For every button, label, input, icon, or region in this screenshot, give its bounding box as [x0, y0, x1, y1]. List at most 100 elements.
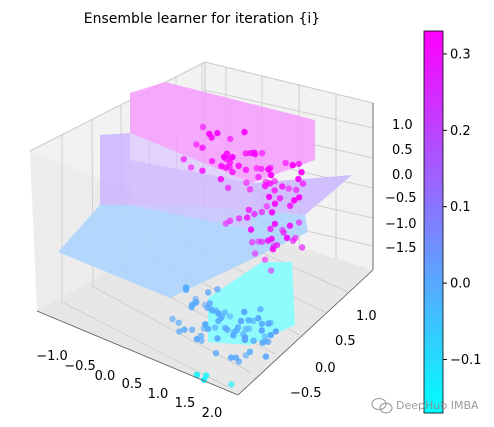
y-tick-label: 0.0 — [315, 361, 336, 376]
axes-3d: −1.0 −0.5 0.0 0.5 1.0 1.5 2.0 −0.5 0.0 0… — [29, 61, 417, 421]
scatter-point-middle — [283, 234, 291, 242]
scatter-point-upper — [267, 171, 275, 179]
x-tick-label: −1.0 — [36, 349, 68, 364]
scatter-point-upper — [247, 149, 254, 157]
scatter-point-lower — [192, 295, 199, 303]
scatter-point-middle — [268, 209, 276, 216]
scatter-point-upper — [258, 150, 266, 157]
scatter-point-middle — [267, 267, 275, 274]
scatter-point-upper — [235, 162, 242, 169]
scatter-point-lower — [230, 328, 238, 336]
scatter-point-upper — [226, 164, 233, 171]
scatter-point-upper — [266, 180, 274, 187]
colorbar-tick-label: 0.0 — [450, 277, 471, 292]
colorbar-gradient — [423, 30, 444, 414]
x-tick-label: 0.0 — [95, 369, 116, 384]
scatter-point-upper — [220, 153, 228, 161]
scatter-point-middle — [226, 217, 234, 224]
scatter-point-upper — [289, 162, 296, 169]
z-tick-label: 0.0 — [392, 168, 413, 183]
scatter-point-lower — [214, 286, 221, 293]
scatter-point-lower — [241, 308, 248, 316]
scatter-point-middle — [244, 214, 251, 221]
scatter-point-upper — [265, 193, 273, 201]
scatter-point-bottom — [193, 371, 201, 379]
scatter-point-upper — [229, 153, 236, 161]
y-axis-tick-labels: −0.5 0.0 0.5 1.0 — [290, 309, 377, 401]
scatter-point-upper — [208, 157, 216, 165]
scatter-point-lower — [206, 300, 213, 307]
scatter-point-upper — [241, 128, 248, 136]
scatter-point-lower — [232, 354, 240, 361]
scatter-point-middle — [298, 244, 306, 251]
scatter-point-lower — [250, 337, 257, 344]
scatter-point-lower — [214, 335, 221, 342]
x-tick-label: 2.0 — [202, 406, 223, 421]
scatter-point-upper — [279, 183, 286, 190]
scatter-point-upper — [214, 129, 221, 137]
scatter-point-upper — [224, 184, 232, 191]
scatter-point-middle — [279, 226, 286, 234]
scatter-point-upper — [263, 203, 270, 210]
scatter-point-lower — [261, 333, 269, 340]
scatter-point-upper — [187, 164, 195, 171]
scatter-point-lower — [212, 324, 219, 331]
scatter-point-lower — [258, 327, 265, 334]
surface-riser — [130, 133, 252, 230]
surface-level-top — [130, 82, 315, 183]
scatter-point-lower — [227, 354, 235, 361]
scatter-point-upper — [291, 197, 298, 204]
scatter-point-upper — [229, 168, 236, 176]
scatter-point-middle — [261, 256, 269, 263]
scatter-point-upper — [242, 166, 250, 173]
x-tick-label: 1.5 — [175, 396, 196, 411]
scatter-point-lower — [175, 319, 182, 326]
x-tick-label: −0.5 — [64, 359, 96, 374]
colorbar-ticks: 0.3 0.2 0.1 0.0 −0.1 — [443, 47, 482, 368]
scatter-point-lower — [182, 284, 190, 291]
scatter-point-middle — [245, 206, 253, 213]
scatter-point-upper — [199, 144, 206, 151]
scatter-point-upper — [296, 194, 303, 201]
scatter-point-lower — [246, 348, 254, 355]
scatter-point-middle — [258, 208, 265, 216]
scatter-point-middle — [267, 225, 274, 232]
scatter-point-upper — [293, 186, 300, 194]
scatter-point-upper — [227, 135, 234, 143]
x-axis-tick-labels: −1.0 −0.5 0.0 0.5 1.0 1.5 2.0 — [36, 349, 222, 421]
scatter-point-lower — [200, 325, 208, 332]
scatter-points — [169, 123, 307, 388]
scatter-point-middle — [235, 215, 243, 222]
scatter-point-lower — [250, 317, 257, 324]
scatter-point-upper — [285, 185, 292, 192]
scatter-point-lower — [181, 326, 188, 333]
scatter-point-lower — [258, 320, 266, 328]
y-tick-label: 1.0 — [356, 309, 377, 324]
scatter-point-upper — [206, 130, 213, 138]
scatter-point-middle — [251, 210, 258, 218]
scatter-point-lower — [242, 325, 249, 333]
scatter-point-upper — [243, 179, 250, 186]
scatter-point-upper — [255, 173, 262, 181]
scatter-point-upper — [298, 169, 305, 176]
scatter-point-lower — [257, 306, 264, 313]
scatter-point-upper — [253, 165, 260, 172]
scatter-point-lower — [208, 306, 215, 313]
colorbar-tick-label: −0.1 — [450, 353, 482, 368]
colorbar-tick-label: 0.3 — [450, 47, 471, 62]
prediction-surface — [58, 82, 352, 345]
z-tick-label: −0.5 — [385, 191, 417, 206]
wechat-logo-icon — [371, 397, 393, 414]
scatter-point-middle — [255, 238, 262, 245]
scatter-point-upper — [242, 150, 249, 157]
scatter-point-upper — [265, 166, 272, 173]
x-tick-label: 1.0 — [148, 387, 169, 402]
scatter-point-lower — [272, 328, 280, 335]
scatter-point-middle — [249, 239, 256, 246]
scatter-point-middle — [289, 237, 297, 244]
scatter-point-lower — [176, 328, 183, 335]
scatter-point-upper — [271, 187, 278, 194]
scatter-point-upper — [217, 175, 225, 183]
scatter-point-bottom — [228, 381, 235, 388]
